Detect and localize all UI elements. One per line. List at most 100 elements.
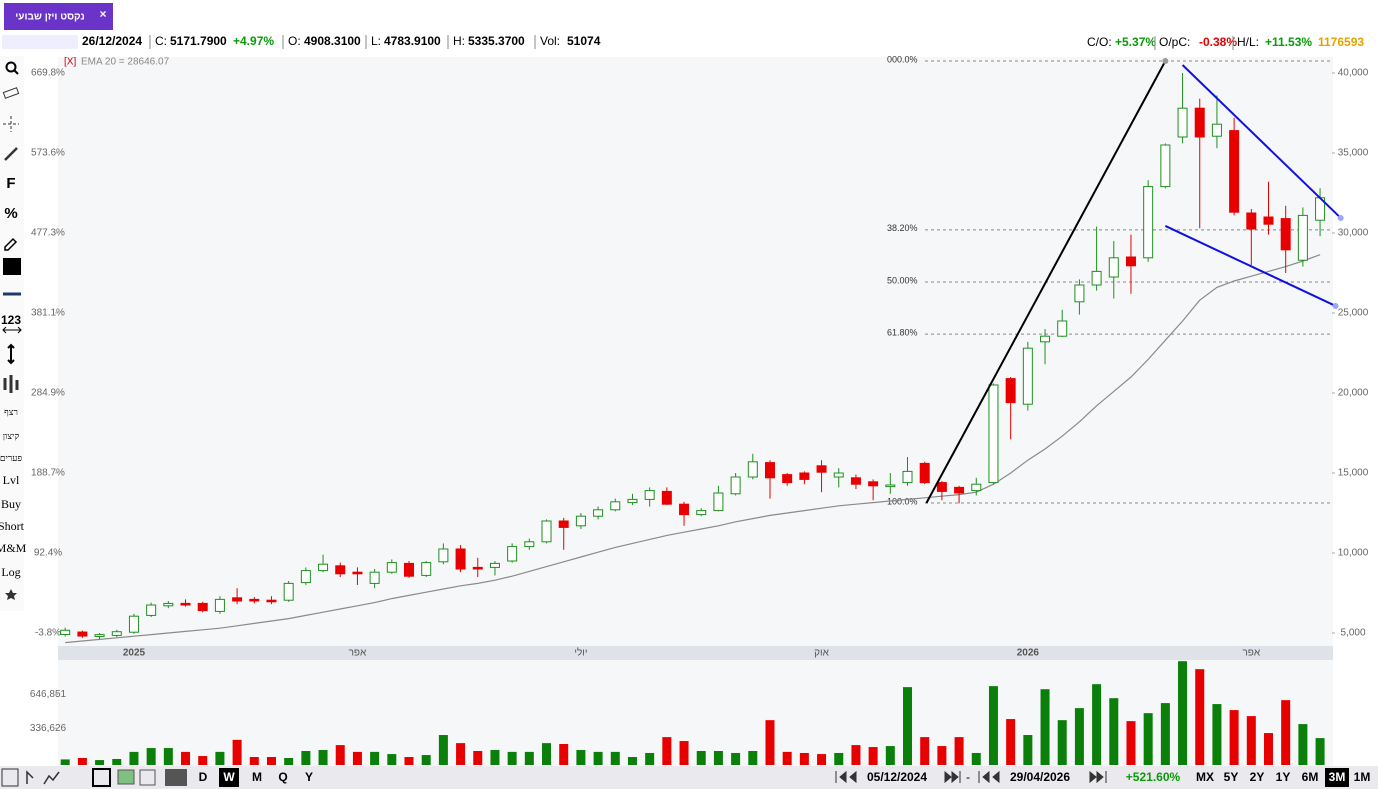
header-date: 26/12/2024 xyxy=(82,34,142,48)
sidebar-item[interactable]: % xyxy=(4,205,17,222)
volume-bar xyxy=(954,737,964,765)
candle-body xyxy=(816,465,827,473)
period-button[interactable]: D xyxy=(199,770,208,784)
volume-bar xyxy=(335,745,345,765)
volume-bar xyxy=(456,743,466,765)
candle-icon[interactable] xyxy=(3,375,19,393)
sidebar-item[interactable]: F xyxy=(6,175,15,192)
header-o: 4908.3100 xyxy=(304,34,361,48)
trendline-handle[interactable] xyxy=(1332,302,1339,309)
volume-tick-label: 646,851 xyxy=(30,689,67,700)
ema-line xyxy=(65,254,1321,644)
candle-body xyxy=(1022,347,1033,405)
nav-icon[interactable] xyxy=(978,770,1000,784)
tool-icon[interactable] xyxy=(165,769,187,786)
vertical-icon[interactable] xyxy=(7,343,15,365)
range-button[interactable]: 1Y xyxy=(1276,770,1291,784)
candle-body xyxy=(232,597,243,602)
trendline-handle[interactable] xyxy=(1337,214,1344,221)
volume-bar xyxy=(679,741,689,765)
volume-bar xyxy=(834,752,844,765)
period-button[interactable]: W xyxy=(223,770,235,784)
volume-bar xyxy=(1040,689,1050,765)
volume-bar xyxy=(627,757,637,765)
volume-bar xyxy=(696,751,706,765)
range-button[interactable]: 5Y xyxy=(1224,770,1239,784)
tool-icon[interactable] xyxy=(92,768,111,787)
period-button[interactable]: Q xyxy=(278,770,287,784)
range-button[interactable]: 2Y xyxy=(1250,770,1265,784)
candle-body xyxy=(1005,378,1016,404)
header-icons[interactable] xyxy=(2,35,78,49)
volume-bar xyxy=(77,758,87,765)
x-tick-label: 2025 xyxy=(123,648,146,659)
range-from[interactable]: 05/12/2024 xyxy=(867,770,927,784)
fib-label: 100.0% xyxy=(887,496,918,506)
sidebar-item[interactable]: קיצון xyxy=(3,431,20,441)
tool-icon[interactable] xyxy=(117,769,135,785)
nav-icon[interactable] xyxy=(1089,770,1107,784)
y2-tick-label: 188.7% xyxy=(31,468,65,479)
tool-icon[interactable] xyxy=(1,768,19,787)
header-hl-label: H/L: xyxy=(1237,35,1259,49)
sidebar-item[interactable]: Log xyxy=(1,565,20,579)
candle-body xyxy=(455,548,466,570)
zoom-icon[interactable] xyxy=(13,69,19,75)
candle-body xyxy=(1229,130,1240,213)
y2-tick-label: 477.3% xyxy=(31,228,65,239)
volume-bar xyxy=(1195,669,1205,765)
save-icon[interactable] xyxy=(139,769,156,786)
sidebar-item[interactable]: פערים xyxy=(0,453,22,463)
candle-body xyxy=(438,548,449,563)
range-button[interactable]: 6M xyxy=(1302,770,1319,784)
candle-body xyxy=(94,634,105,638)
sidebar-item[interactable]: 123 xyxy=(1,313,21,327)
nav-icon[interactable] xyxy=(944,770,961,784)
header-co-label: C/O: xyxy=(1087,35,1112,49)
volume-bar xyxy=(404,757,414,765)
measure-icon[interactable] xyxy=(2,326,22,334)
volume-bar xyxy=(387,754,397,765)
volume-tick-label: 336,626 xyxy=(30,723,67,734)
y-tick-label: 35,000 xyxy=(1338,148,1369,159)
ema-tag[interactable]: [X] xyxy=(64,57,76,68)
nav-icon[interactable] xyxy=(835,770,857,784)
candle-body xyxy=(507,546,518,562)
sidebar-item[interactable]: רצף xyxy=(4,407,18,417)
header-c-label: C: xyxy=(155,34,167,48)
volume-bar xyxy=(868,747,878,765)
volume-bar xyxy=(198,756,208,765)
edit-icon[interactable] xyxy=(4,237,18,251)
range-button[interactable]: MX xyxy=(1196,770,1214,784)
trendline xyxy=(1164,225,1336,307)
candle-body xyxy=(1280,218,1291,251)
volume-bar xyxy=(713,751,723,765)
star-icon[interactable] xyxy=(5,589,17,600)
crosshair-icon[interactable] xyxy=(3,116,19,132)
volume-bar xyxy=(490,750,500,765)
period-button[interactable]: M xyxy=(252,770,262,784)
tab[interactable] xyxy=(4,3,113,30)
range-to[interactable]: 29/04/2026 xyxy=(1010,770,1070,784)
zoom-icon[interactable] xyxy=(5,61,17,73)
tool-icon[interactable] xyxy=(26,770,60,785)
period-button[interactable]: Y xyxy=(305,770,313,784)
sidebar-item[interactable]: Short xyxy=(0,519,25,533)
volume-bar xyxy=(301,751,311,765)
range-button[interactable]: 1M xyxy=(1354,770,1371,784)
sidebar-item[interactable]: Lvl xyxy=(3,473,20,487)
volume-bar xyxy=(662,737,672,765)
eraser-icon[interactable] xyxy=(2,87,20,99)
color-icon[interactable] xyxy=(3,258,21,275)
volume-bar xyxy=(507,751,517,765)
sidebar-item[interactable]: M&M xyxy=(0,541,27,555)
candle-body xyxy=(421,562,432,576)
range-button[interactable]: 3M xyxy=(1329,770,1346,784)
line-icon[interactable] xyxy=(4,147,18,161)
header-opc: -0.38% xyxy=(1199,35,1237,49)
sidebar-item[interactable]: Buy xyxy=(1,497,21,511)
volume-bar xyxy=(1281,700,1291,765)
volume-bar xyxy=(163,748,173,765)
trendline-handle[interactable] xyxy=(1162,58,1169,64)
tab-close[interactable]: × xyxy=(99,7,106,21)
